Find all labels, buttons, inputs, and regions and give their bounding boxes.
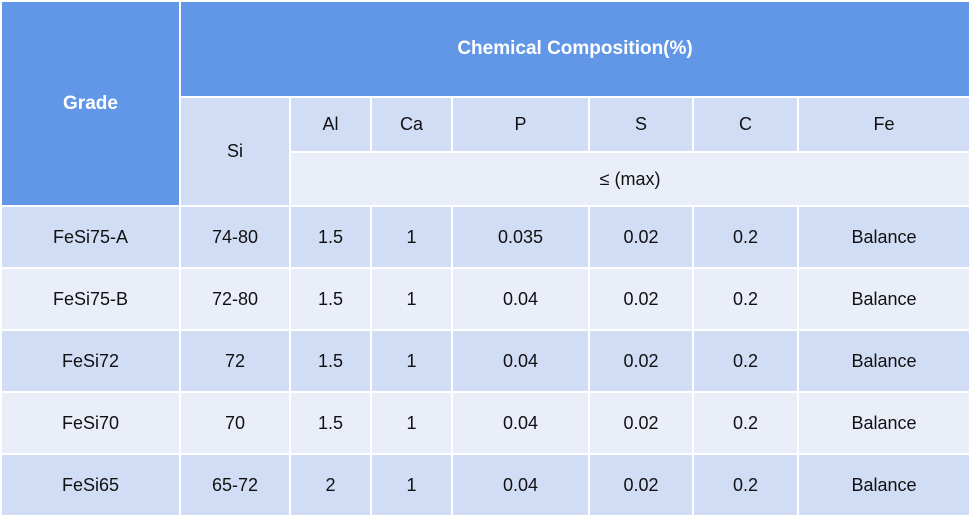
cell-s: 0.02 xyxy=(588,205,694,269)
cell-ca: 1 xyxy=(370,267,453,331)
cell-p: 0.035 xyxy=(451,205,590,269)
cell-s: 0.02 xyxy=(588,391,694,455)
cell-al: 1.5 xyxy=(289,267,372,331)
column-header-ca: Ca xyxy=(370,96,453,153)
cell-grade: FeSi65 xyxy=(0,453,181,517)
cell-c: 0.2 xyxy=(692,329,799,393)
cell-ca: 1 xyxy=(370,453,453,517)
cell-si: 65-72 xyxy=(179,453,291,517)
cell-fe: Balance xyxy=(796,329,969,393)
grade-header: Grade xyxy=(0,0,181,207)
cell-al: 1.5 xyxy=(289,391,372,455)
header-row-3: ≤ (max) xyxy=(1,151,969,207)
cell-fe: Balance xyxy=(796,391,969,455)
cell-p: 0.04 xyxy=(451,329,590,393)
cell-si: 72-80 xyxy=(179,267,291,331)
column-header-c: C xyxy=(692,96,799,153)
table-row: FeSi75-B 72-80 1.5 1 0.04 0.02 0.2 Balan… xyxy=(0,267,969,331)
table-row: FeSi70 70 1.5 1 0.04 0.02 0.2 Balance xyxy=(0,391,969,455)
cell-grade: FeSi72 xyxy=(0,329,181,393)
cell-c: 0.2 xyxy=(692,267,799,331)
cell-fe: Balance xyxy=(796,205,969,269)
table-row: FeSi65 65-72 2 1 0.04 0.02 0.2 Balance xyxy=(0,453,969,517)
column-header-al: Al xyxy=(289,96,372,153)
header-row-2: Si Al Ca P S C Fe xyxy=(1,96,969,207)
column-header-fe: Fe xyxy=(796,96,969,153)
cell-s: 0.02 xyxy=(588,453,694,517)
cell-p: 0.04 xyxy=(451,391,590,455)
cell-ca: 1 xyxy=(370,329,453,393)
cell-ca: 1 xyxy=(370,205,453,269)
cell-si: 74-80 xyxy=(179,205,291,269)
cell-p: 0.04 xyxy=(451,267,590,331)
max-label: ≤ (max) xyxy=(288,151,969,207)
cell-s: 0.02 xyxy=(588,267,694,331)
table-row: FeSi72 72 1.5 1 0.04 0.02 0.2 Balance xyxy=(0,329,969,393)
cell-fe: Balance xyxy=(796,267,969,331)
header-row-1: Grade Chemical Composition(%) xyxy=(0,0,969,207)
cell-c: 0.2 xyxy=(692,453,799,517)
cell-s: 0.02 xyxy=(588,329,694,393)
composition-header: Chemical Composition(%) xyxy=(178,0,969,98)
table-row: FeSi75-A 74-80 1.5 1 0.035 0.02 0.2 Bala… xyxy=(0,205,969,269)
cell-al: 2 xyxy=(289,453,372,517)
cell-si: 72 xyxy=(179,329,291,393)
cell-grade: FeSi75-B xyxy=(0,267,181,331)
column-header-p: P xyxy=(451,96,590,153)
cell-c: 0.2 xyxy=(692,391,799,455)
column-header-s: S xyxy=(588,96,694,153)
cell-al: 1.5 xyxy=(289,205,372,269)
column-header-si: Si xyxy=(179,96,291,207)
cell-p: 0.04 xyxy=(451,453,590,517)
cell-grade: FeSi75-A xyxy=(0,205,181,269)
cell-grade: FeSi70 xyxy=(0,391,181,455)
cell-ca: 1 xyxy=(370,391,453,455)
cell-fe: Balance xyxy=(796,453,969,517)
cell-si: 70 xyxy=(179,391,291,455)
cell-al: 1.5 xyxy=(289,329,372,393)
cell-c: 0.2 xyxy=(692,205,799,269)
